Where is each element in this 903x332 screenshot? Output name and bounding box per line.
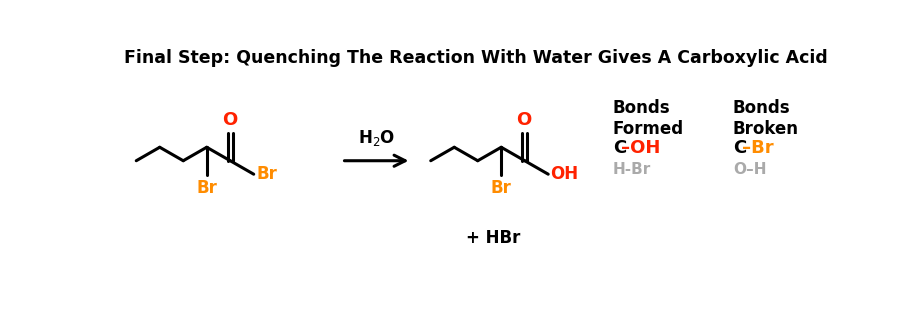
Text: Bonds
Broken: Bonds Broken: [732, 99, 798, 138]
Text: C: C: [612, 139, 626, 157]
Text: O: O: [516, 111, 531, 129]
Text: Bonds
Formed: Bonds Formed: [612, 99, 684, 138]
Text: O: O: [221, 111, 237, 129]
Text: H-Br: H-Br: [612, 162, 650, 178]
Text: + HBr: + HBr: [465, 229, 519, 247]
Text: C: C: [732, 139, 745, 157]
Text: OH: OH: [550, 165, 578, 183]
Text: –OH: –OH: [620, 139, 660, 157]
Text: Final Step: Quenching The Reaction With Water Gives A Carboxylic Acid: Final Step: Quenching The Reaction With …: [124, 49, 826, 67]
Text: Br: Br: [196, 179, 217, 197]
Text: O–H: O–H: [732, 162, 766, 178]
Text: Br: Br: [490, 179, 511, 197]
Text: H$_2$O: H$_2$O: [358, 128, 395, 148]
Text: –Br: –Br: [740, 139, 772, 157]
Text: Br: Br: [256, 165, 276, 183]
